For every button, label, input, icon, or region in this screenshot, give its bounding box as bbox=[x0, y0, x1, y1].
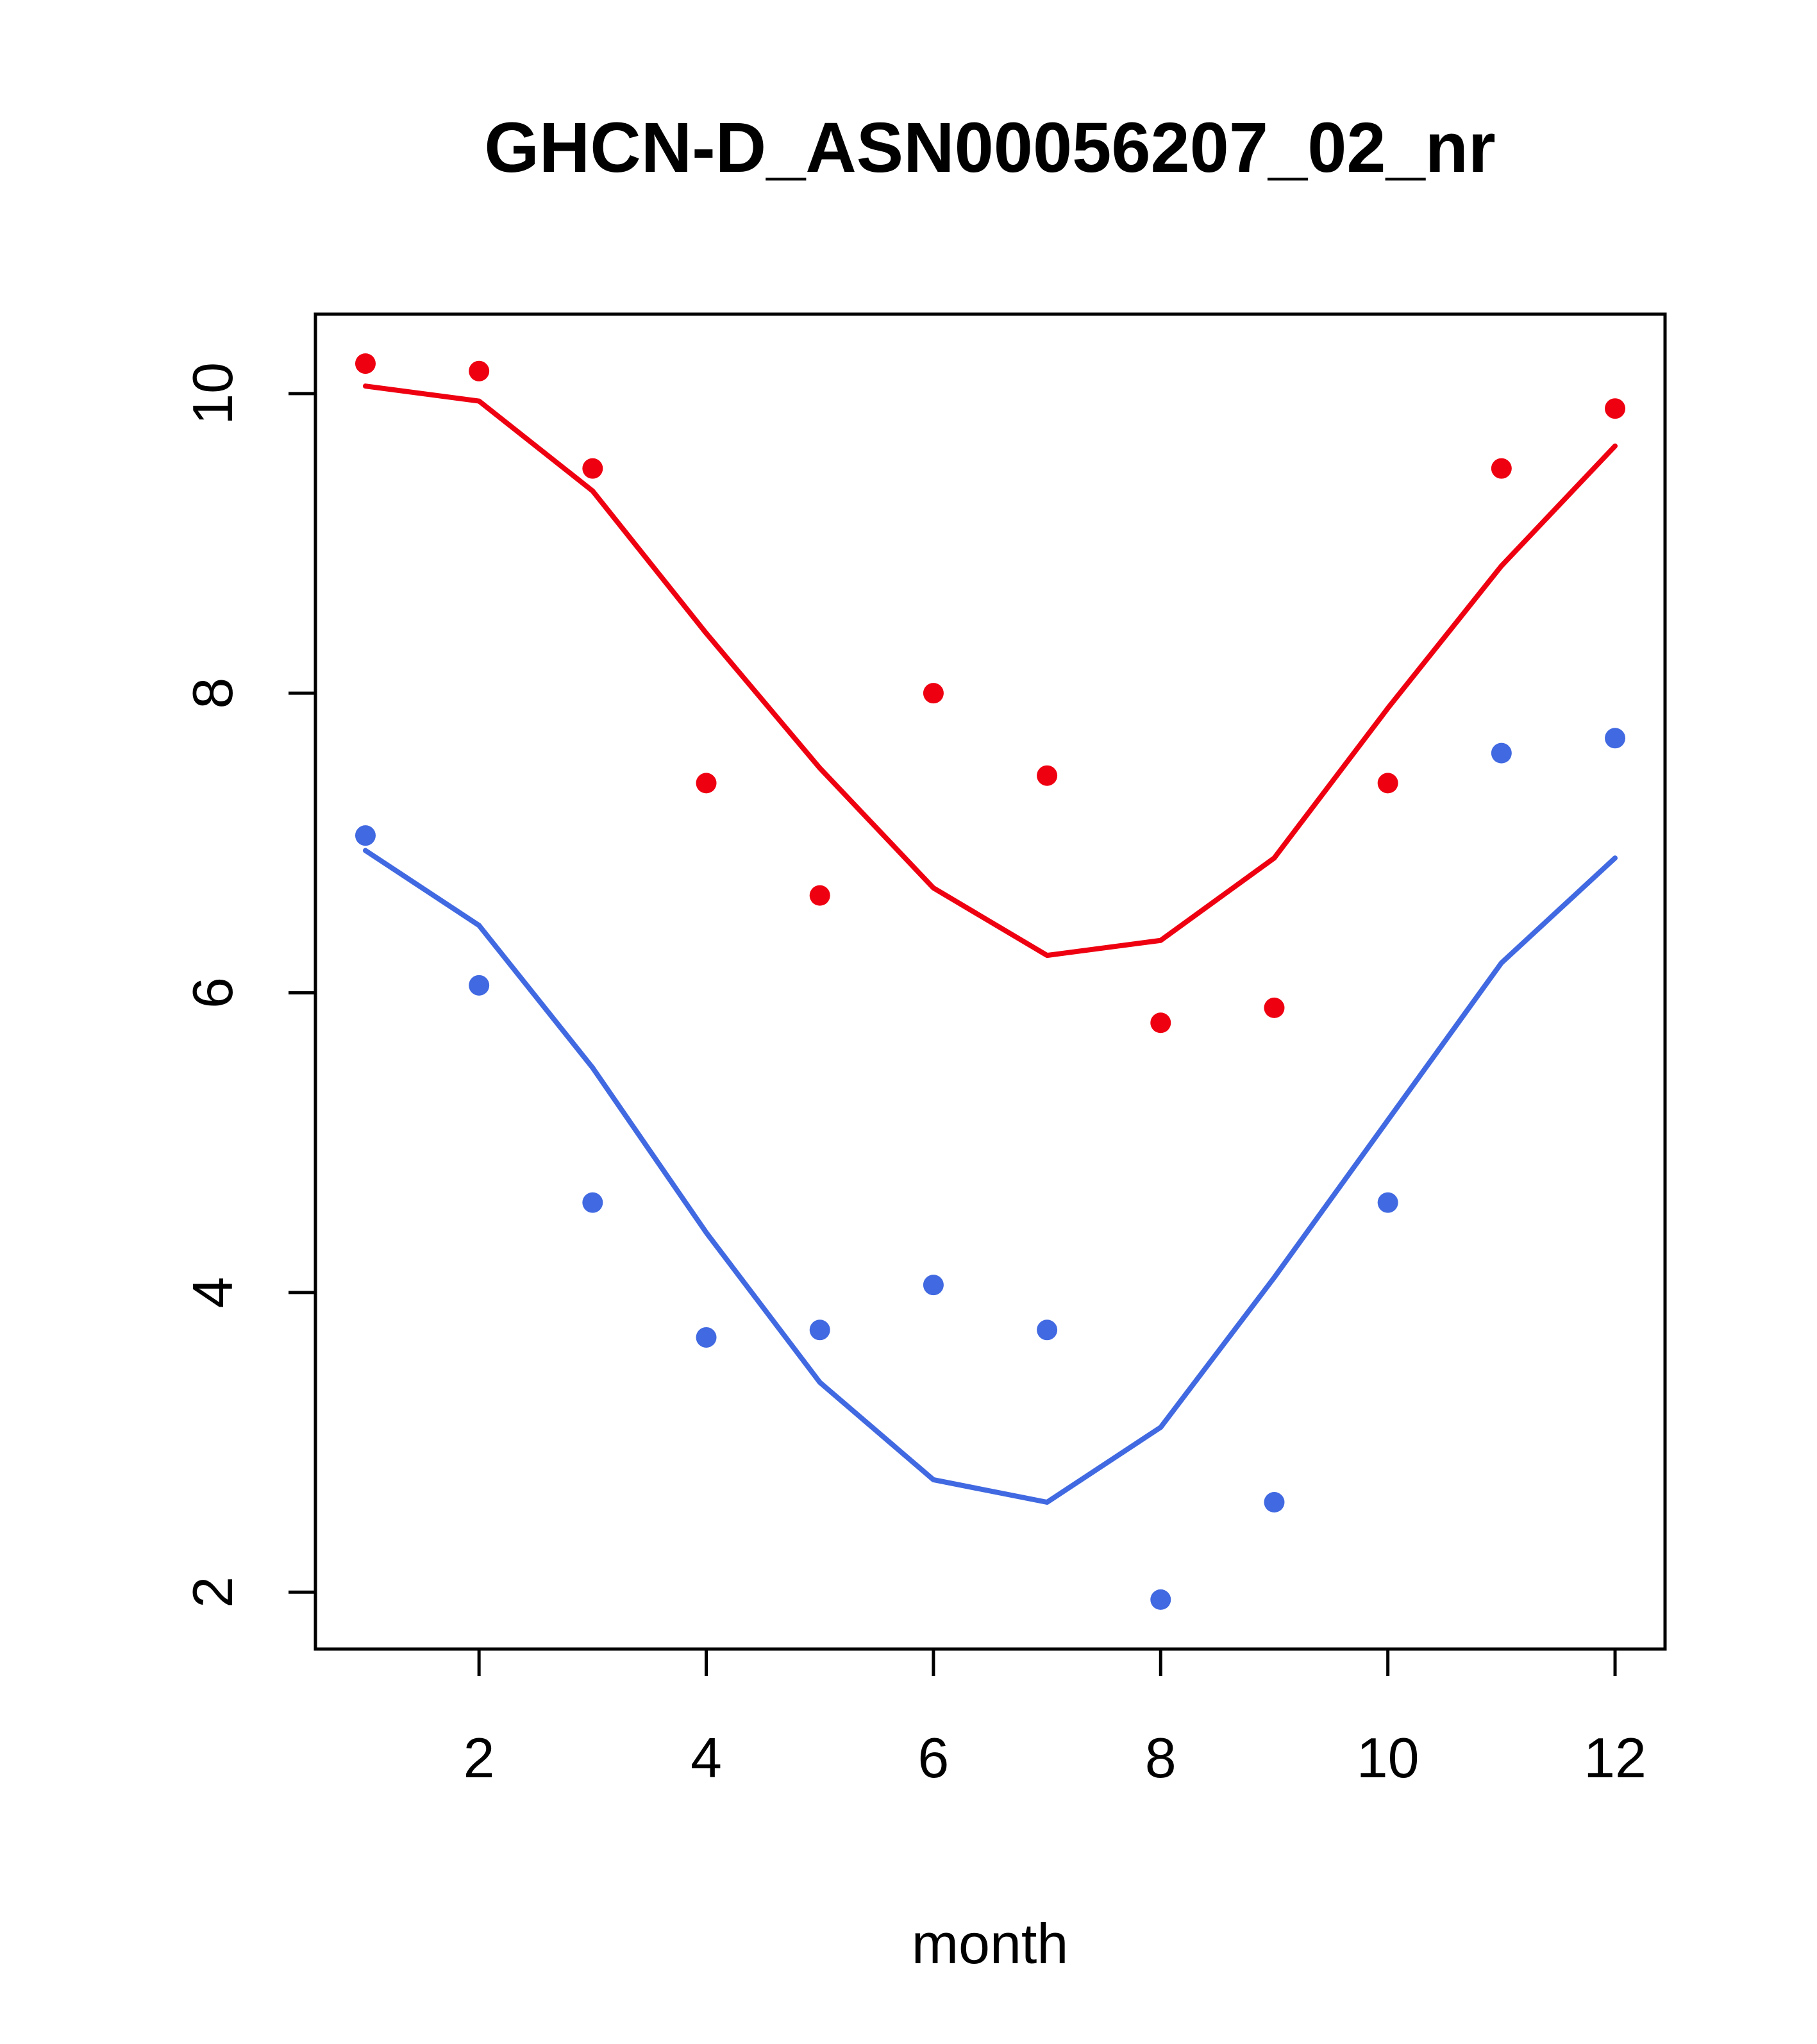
red-points-point bbox=[1150, 1012, 1171, 1034]
red-points-point bbox=[1605, 398, 1626, 419]
blue-points-point bbox=[923, 1275, 944, 1296]
x-tick-label: 12 bbox=[1584, 1726, 1646, 1789]
red-points-point bbox=[582, 458, 603, 479]
plot-area bbox=[314, 312, 1667, 1651]
red-points-point bbox=[1491, 458, 1512, 479]
x-tick-label: 6 bbox=[917, 1726, 949, 1789]
blue-points-point bbox=[1491, 742, 1512, 764]
blue-points-point bbox=[1264, 1492, 1285, 1513]
blue-points-point bbox=[582, 1192, 603, 1213]
blue-points-point bbox=[1037, 1319, 1058, 1341]
blue-points-point bbox=[1150, 1589, 1171, 1610]
data-series bbox=[355, 353, 1626, 1610]
blue-smooth-line bbox=[362, 848, 1618, 1505]
blue-points-point bbox=[469, 975, 490, 996]
x-tick-label: 8 bbox=[1145, 1726, 1176, 1789]
y-tick-label: 8 bbox=[181, 678, 244, 709]
x-axis-label: month bbox=[912, 1912, 1069, 1975]
blue-points-point bbox=[355, 825, 376, 846]
blue-points-point bbox=[809, 1319, 830, 1341]
blue-points-point bbox=[1377, 1192, 1398, 1213]
red-points-point bbox=[469, 360, 490, 381]
x-tick-label: 4 bbox=[691, 1726, 722, 1789]
y-tick-label: 2 bbox=[181, 1577, 244, 1608]
red-points-point bbox=[1037, 765, 1058, 786]
blue-points-point bbox=[1605, 728, 1626, 749]
y-tick-label: 10 bbox=[181, 362, 244, 425]
y-tick-label: 4 bbox=[181, 1277, 244, 1308]
red-points-point bbox=[696, 773, 717, 794]
blue-points-point bbox=[696, 1327, 717, 1348]
axis-ticks: 2 4 6 8 10 12 2 4 6 8 10 bbox=[181, 362, 1646, 1789]
x-tick-label: 10 bbox=[1357, 1726, 1419, 1789]
red-points-point bbox=[923, 683, 944, 704]
y-tick-label: 6 bbox=[181, 977, 244, 1009]
red-points-point bbox=[809, 885, 830, 906]
x-tick-label: 2 bbox=[464, 1726, 495, 1789]
red-points-point bbox=[1377, 773, 1398, 794]
red-smooth-line bbox=[362, 383, 1618, 959]
red-points-point bbox=[1264, 997, 1285, 1018]
chart-title: GHCN-D_ASN00056207_02_nr bbox=[484, 108, 1496, 187]
red-points-point bbox=[355, 353, 376, 374]
